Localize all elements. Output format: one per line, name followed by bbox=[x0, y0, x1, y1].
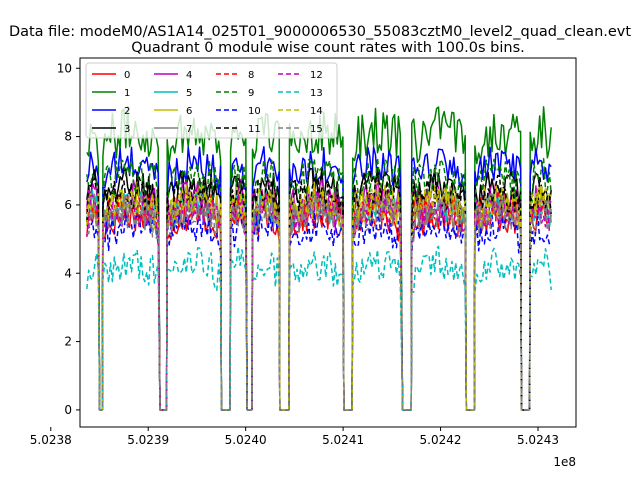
x-axis: 5.0238 5.0239 5.0240 5.0241 5.0242 5.0243 bbox=[30, 427, 559, 447]
y-tick-label: 0 bbox=[64, 403, 72, 417]
y-tick-label: 10 bbox=[57, 61, 72, 75]
figure-suptitle: Data file: modeM0/AS1A14_025T01_90000065… bbox=[9, 24, 631, 40]
series-line-3 bbox=[86, 166, 552, 411]
legend-frame bbox=[85, 62, 338, 139]
x-tick-label: 5.0242 bbox=[420, 433, 462, 447]
legend-label-5: 5 bbox=[186, 88, 192, 99]
chart-title: Quadrant 0 module wise count rates with … bbox=[131, 40, 525, 56]
series-line-15 bbox=[86, 194, 552, 411]
x-tick-label: 5.0243 bbox=[517, 433, 559, 447]
legend-label-7: 7 bbox=[186, 124, 192, 135]
y-tick-label: 8 bbox=[64, 130, 72, 144]
x-tick-label: 5.0238 bbox=[30, 433, 72, 447]
legend-label-3: 3 bbox=[124, 124, 130, 135]
legend-label-10: 10 bbox=[248, 106, 261, 117]
legend-label-2: 2 bbox=[124, 106, 130, 117]
series-line-11 bbox=[86, 174, 552, 411]
legend-label-12: 12 bbox=[310, 70, 323, 81]
legend-label-14: 14 bbox=[310, 106, 323, 117]
x-offset-label: 1e8 bbox=[553, 455, 576, 469]
x-tick-label: 5.0240 bbox=[225, 433, 267, 447]
y-tick-label: 2 bbox=[64, 335, 72, 349]
y-tick-label: 4 bbox=[64, 266, 72, 280]
legend-label-13: 13 bbox=[310, 88, 323, 99]
plot-frame bbox=[79, 57, 577, 428]
legend-label-11: 11 bbox=[248, 124, 261, 135]
y-axis: 0 2 4 6 8 10 bbox=[57, 61, 80, 417]
legend-label-0: 0 bbox=[124, 70, 130, 81]
x-tick-label: 5.0241 bbox=[322, 433, 364, 447]
series-line-1 bbox=[86, 105, 552, 411]
legend-label-8: 8 bbox=[248, 70, 254, 81]
x-tick-label: 5.0239 bbox=[127, 433, 169, 447]
legend-label-4: 4 bbox=[186, 70, 192, 81]
legend-label-15: 15 bbox=[310, 124, 323, 135]
legend-label-6: 6 bbox=[186, 106, 192, 117]
series-line-9 bbox=[86, 156, 552, 411]
y-tick-label: 6 bbox=[64, 198, 72, 212]
series-line-14 bbox=[86, 184, 552, 411]
plot-series-layer bbox=[86, 105, 552, 411]
legend-label-1: 1 bbox=[124, 88, 130, 99]
legend-label-9: 9 bbox=[248, 88, 254, 99]
